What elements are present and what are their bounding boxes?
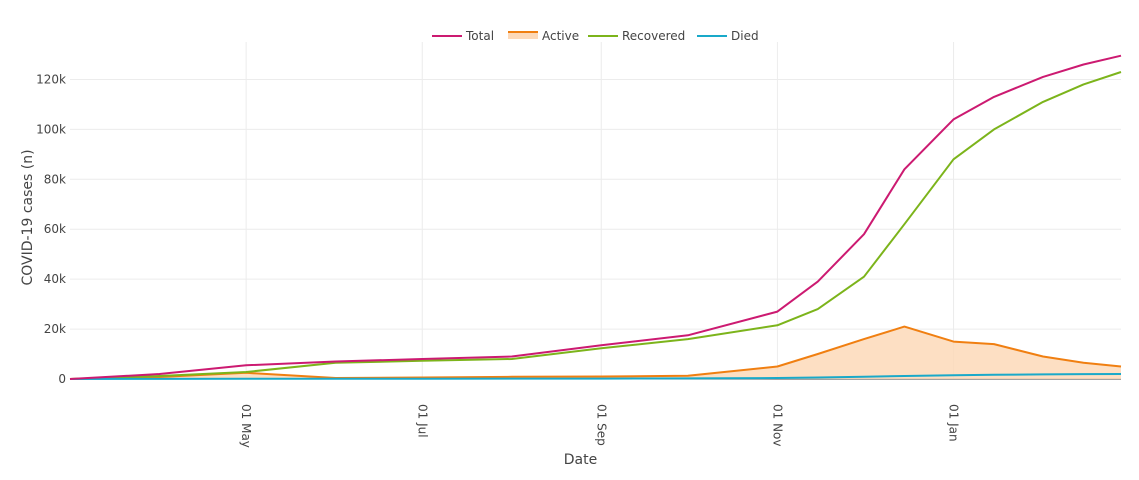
y-tick-label: 100k (36, 122, 66, 136)
x-tick-label: 01 Sep (594, 404, 608, 446)
y-tick-label: 60k (44, 222, 66, 236)
y-tick-label: 0 (58, 372, 66, 386)
x-axis-title: Date (564, 452, 597, 468)
y-tick-label: 40k (44, 272, 66, 286)
x-tick-label: 01 Jan (947, 404, 961, 442)
y-tick-label: 80k (44, 172, 66, 186)
series-line-total (69, 54, 1122, 380)
series-line-recovered (69, 71, 1122, 380)
x-tick-label: 01 Jul (415, 404, 429, 438)
y-tick-label: 20k (44, 322, 66, 336)
y-tick-label: 120k (36, 72, 66, 86)
series-line-died (69, 373, 1122, 380)
series-area-active (70, 326, 1121, 379)
y-axis-title: COVID-19 cases (n) (20, 149, 36, 285)
legend-swatch-active-fill (508, 32, 538, 39)
legend-label-recovered: Recovered (622, 29, 685, 43)
x-tick-label: 01 May (239, 404, 253, 448)
legend-label-active: Active (542, 29, 579, 43)
legend-label-total: Total (465, 29, 494, 43)
legend-label-died: Died (731, 29, 759, 43)
x-tick-label: 01 Nov (770, 404, 784, 447)
series-line-active (69, 325, 1122, 380)
